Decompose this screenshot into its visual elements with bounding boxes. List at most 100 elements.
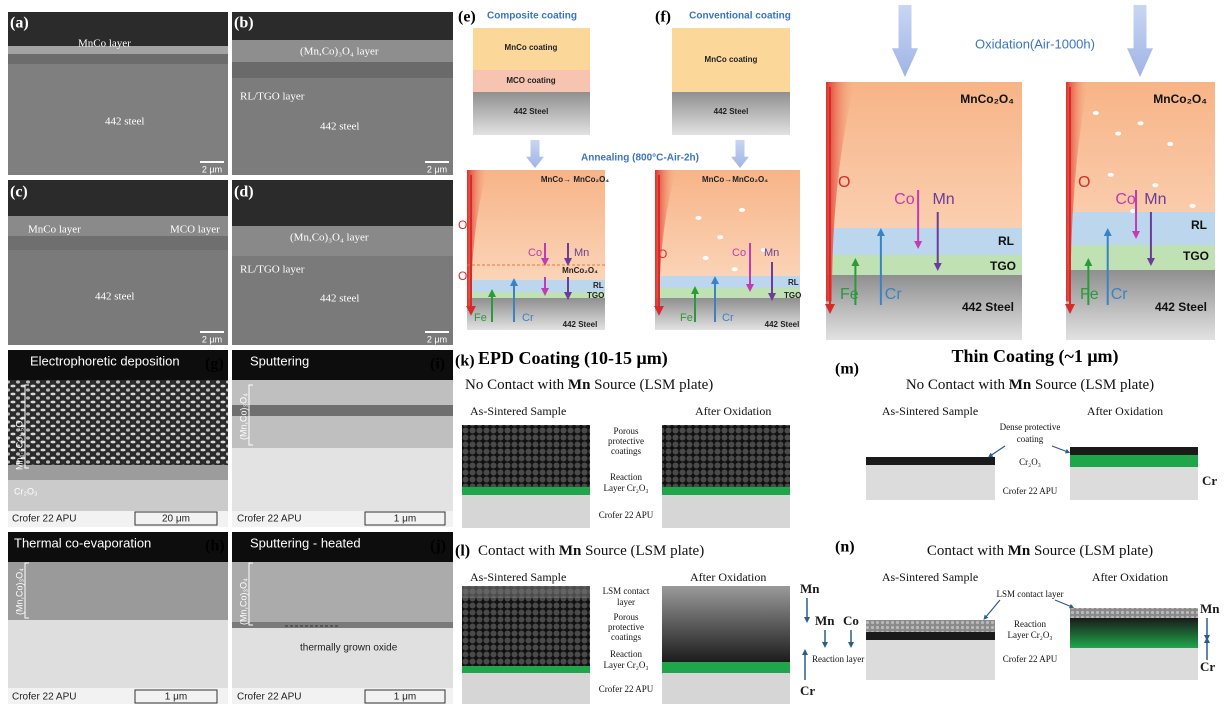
label-text: (e) — [458, 9, 476, 26]
scale-text: 1 μm — [394, 692, 416, 703]
pore — [1115, 132, 1121, 136]
tgo-layer — [655, 288, 800, 298]
scale-text: 2 μm — [427, 334, 447, 344]
scale-text: 20 μm — [162, 514, 190, 525]
reaction-line-text: Reaction — [610, 472, 642, 482]
subtitle-part: Mn — [1008, 543, 1031, 559]
mn-text: Mn — [1144, 191, 1166, 208]
middle-text: MCO coating — [506, 76, 555, 85]
micrograph-layer — [8, 54, 228, 64]
subtitle-part: Contact with — [478, 543, 559, 559]
o-text: O — [838, 174, 850, 191]
co-text: Co — [894, 191, 915, 208]
micrograph-layer — [232, 405, 453, 416]
micrograph-layer — [8, 236, 228, 250]
o2-text: O — [458, 269, 467, 283]
micrograph-layer — [8, 465, 228, 480]
label-text: (f) — [655, 9, 671, 26]
layer-text: (Mn,Co)₃O₄ layer — [300, 46, 379, 58]
substrate — [462, 673, 590, 704]
reaction-line-text: Layer Cr₂O₃ — [603, 660, 648, 670]
pore — [1108, 173, 1114, 177]
o-text: O — [1078, 174, 1090, 191]
right-text: After Oxidation — [695, 404, 771, 418]
rl-text: RL — [1191, 218, 1207, 232]
subtitle-part: Source (LSM plate) — [1030, 543, 1153, 559]
substrate — [866, 465, 995, 500]
fe-text: Fe — [474, 312, 487, 324]
title-text: Sputtering - heated — [250, 535, 361, 550]
coating-line-text: coatings — [611, 446, 641, 456]
left-text: As-Sintered Sample — [882, 570, 978, 584]
layer2-text: MCO layer — [170, 224, 220, 236]
substrate-text: Crofer 22 APU — [237, 514, 301, 525]
substrate-text: Crofer 22 APU — [12, 514, 76, 525]
label-text: (h) — [205, 538, 225, 555]
cr-text: Cr — [885, 286, 903, 303]
tgo-text: TGO — [784, 291, 801, 300]
layer-text: MnCo layer — [28, 224, 81, 236]
co-text: Co — [528, 247, 542, 259]
fe-text: Fe — [1080, 286, 1099, 303]
substrate-text: Crofer 22 APU — [12, 692, 76, 703]
label-text: (m) — [835, 361, 859, 378]
title-text: Sputtering — [250, 353, 309, 368]
coating-line-text: protective — [608, 622, 644, 632]
pore — [717, 235, 723, 239]
subtitle-part: Source (LSM plate) — [581, 543, 704, 559]
left-text: As-Sintered Sample — [470, 404, 566, 418]
co-text: Co — [843, 613, 859, 628]
lsm-layer — [462, 586, 590, 598]
scale-text: 2 μm — [202, 334, 222, 344]
right-text: After Oxidation — [690, 570, 766, 584]
cr-text: Cr — [1111, 286, 1129, 303]
annealing-text: Annealing (800°C-Air-2h) — [581, 153, 699, 164]
reaction-layer — [462, 666, 590, 673]
coating-label: (Mn,Co)₃O₄ — [238, 578, 248, 625]
label-text: (g) — [205, 356, 224, 373]
substrate-text: 442 Steel — [514, 107, 549, 116]
contact-line-text: layer — [617, 597, 635, 607]
coating-label: (Mn,Co)₃O₄ — [14, 568, 24, 615]
scale-bar — [425, 161, 449, 163]
title-text: Thin Coating (~1 μm) — [951, 346, 1118, 367]
subtitle: Contact with Mn Source (LSM plate) — [478, 543, 704, 559]
coating-line-text: Porous — [613, 426, 639, 436]
substrate-text: Crofer 22 APU — [237, 692, 301, 703]
mn-text: Mn — [764, 247, 779, 259]
substrate-text: Crofer 22 APU — [599, 510, 654, 520]
coating-label: Mn₁.₅Co₁.₅O₄ — [14, 417, 24, 470]
reaction-line-text: Reaction — [1014, 619, 1046, 629]
title-text: Electrophoretic deposition — [30, 353, 180, 368]
mn-text: Mn — [1200, 601, 1220, 616]
tgo-text: TGO — [990, 259, 1016, 273]
o1-text: O — [458, 218, 467, 232]
substrate — [1070, 467, 1198, 500]
substrate-text: 442 Steel — [962, 300, 1014, 314]
coating-line-text: Dense protective — [1000, 422, 1061, 432]
rl-text: RL — [998, 234, 1014, 248]
subtitle-part: Mn — [568, 377, 591, 393]
pore — [1190, 204, 1196, 208]
dense-coating — [1070, 447, 1198, 455]
substrate — [462, 495, 590, 528]
coating-line-text: coatings — [611, 632, 641, 642]
label-text: (l) — [455, 543, 470, 560]
scale-bar — [200, 161, 224, 163]
mn2-text: Mn — [815, 613, 835, 628]
label-text: (n) — [835, 539, 855, 556]
micrograph-layer — [8, 620, 228, 688]
process-arrow — [1127, 5, 1153, 77]
reaction-layer — [662, 487, 790, 495]
micrograph-layer — [8, 380, 228, 465]
arrow — [1052, 446, 1068, 452]
title-text: EPD Coating (10-15 μm) — [478, 348, 668, 369]
label-text: (a) — [10, 15, 29, 32]
substrate — [662, 495, 790, 528]
micrograph-layer — [232, 628, 453, 688]
coating-label: (Mn,Co)₃O₄ — [238, 393, 248, 440]
pore — [1138, 121, 1144, 125]
left-text: As-Sintered Sample — [470, 570, 566, 584]
rl-layer — [467, 280, 605, 292]
subtitle-part: Mn — [1009, 377, 1032, 393]
